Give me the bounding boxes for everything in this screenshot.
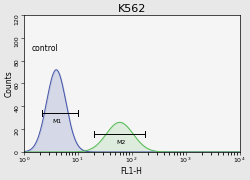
Text: M2: M2 — [116, 140, 126, 145]
Title: K562: K562 — [118, 4, 146, 14]
Text: M1: M1 — [53, 119, 62, 124]
Text: control: control — [32, 44, 58, 53]
X-axis label: FL1-H: FL1-H — [121, 167, 142, 176]
Y-axis label: Counts: Counts — [4, 70, 13, 97]
